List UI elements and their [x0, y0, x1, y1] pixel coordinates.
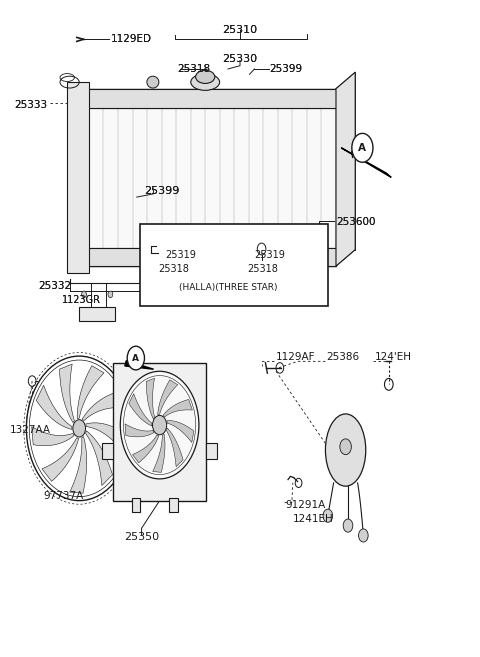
FancyBboxPatch shape — [74, 89, 336, 108]
Polygon shape — [77, 366, 104, 419]
Text: 1241EH: 1241EH — [293, 514, 334, 524]
Polygon shape — [341, 148, 391, 177]
Ellipse shape — [196, 70, 215, 83]
Polygon shape — [67, 82, 89, 273]
Text: 25332: 25332 — [38, 281, 72, 291]
Circle shape — [26, 356, 132, 501]
Polygon shape — [167, 428, 183, 466]
Polygon shape — [129, 394, 152, 426]
Polygon shape — [132, 435, 159, 463]
Text: 25318: 25318 — [247, 264, 278, 275]
Text: 25319: 25319 — [254, 250, 285, 260]
Text: 25318: 25318 — [178, 64, 211, 74]
Polygon shape — [36, 385, 72, 430]
Polygon shape — [163, 399, 192, 417]
FancyBboxPatch shape — [74, 248, 336, 266]
Text: 1123GR: 1123GR — [62, 295, 101, 306]
Text: 25330: 25330 — [222, 54, 258, 64]
Polygon shape — [146, 378, 155, 419]
Circle shape — [108, 291, 113, 298]
Text: (HALLA)(THREE STAR): (HALLA)(THREE STAR) — [179, 283, 277, 292]
Polygon shape — [32, 426, 74, 445]
FancyBboxPatch shape — [113, 363, 206, 501]
Text: 1129ED: 1129ED — [110, 34, 151, 45]
FancyBboxPatch shape — [102, 443, 113, 459]
Text: 25318: 25318 — [178, 64, 211, 74]
Text: 1129ED: 1129ED — [110, 34, 151, 45]
Text: 25310: 25310 — [222, 24, 258, 35]
Circle shape — [359, 529, 368, 542]
Circle shape — [82, 291, 86, 298]
Polygon shape — [70, 436, 87, 493]
FancyBboxPatch shape — [79, 307, 115, 321]
Polygon shape — [42, 438, 79, 482]
Text: 97737A: 97737A — [43, 491, 84, 501]
Polygon shape — [167, 420, 194, 442]
Polygon shape — [336, 72, 355, 266]
Polygon shape — [125, 361, 154, 369]
Text: 25399: 25399 — [144, 185, 180, 196]
FancyBboxPatch shape — [169, 498, 178, 512]
FancyBboxPatch shape — [206, 443, 217, 459]
Circle shape — [73, 420, 85, 437]
Polygon shape — [82, 392, 124, 420]
Text: A: A — [132, 353, 139, 363]
Text: 25399: 25399 — [269, 64, 302, 74]
Text: 25333: 25333 — [14, 100, 48, 110]
Polygon shape — [86, 423, 127, 452]
Text: 25310: 25310 — [222, 24, 258, 35]
Text: 25333: 25333 — [14, 100, 48, 110]
Circle shape — [340, 439, 351, 455]
Circle shape — [153, 415, 167, 435]
FancyBboxPatch shape — [74, 89, 336, 266]
Text: 25318: 25318 — [158, 264, 189, 275]
Polygon shape — [60, 364, 74, 422]
Circle shape — [120, 371, 199, 479]
Text: 25386: 25386 — [326, 351, 360, 362]
Text: 1129AF: 1129AF — [276, 351, 315, 362]
FancyBboxPatch shape — [132, 498, 140, 512]
Circle shape — [323, 509, 333, 522]
Polygon shape — [153, 434, 165, 472]
Circle shape — [275, 288, 282, 299]
Ellipse shape — [191, 74, 219, 91]
Circle shape — [352, 133, 373, 162]
Text: 25399: 25399 — [144, 185, 180, 196]
Circle shape — [127, 346, 144, 370]
Text: 253600: 253600 — [336, 217, 375, 227]
Ellipse shape — [325, 414, 366, 486]
Text: 124'EH: 124'EH — [374, 351, 411, 362]
Text: 253600: 253600 — [336, 217, 375, 227]
Polygon shape — [85, 431, 112, 486]
Text: 25399: 25399 — [269, 64, 302, 74]
Text: 25330: 25330 — [222, 54, 258, 64]
FancyBboxPatch shape — [140, 224, 328, 306]
Text: 25319: 25319 — [166, 250, 196, 260]
Circle shape — [343, 519, 353, 532]
Text: 1327AA: 1327AA — [10, 425, 50, 436]
Text: 25332: 25332 — [38, 281, 72, 291]
Text: A: A — [359, 143, 366, 153]
Text: 25350: 25350 — [124, 532, 159, 542]
Text: 91291A: 91291A — [286, 499, 326, 510]
Ellipse shape — [147, 76, 159, 88]
Polygon shape — [125, 424, 154, 437]
Polygon shape — [157, 380, 178, 415]
Text: 1123GR: 1123GR — [62, 295, 101, 306]
